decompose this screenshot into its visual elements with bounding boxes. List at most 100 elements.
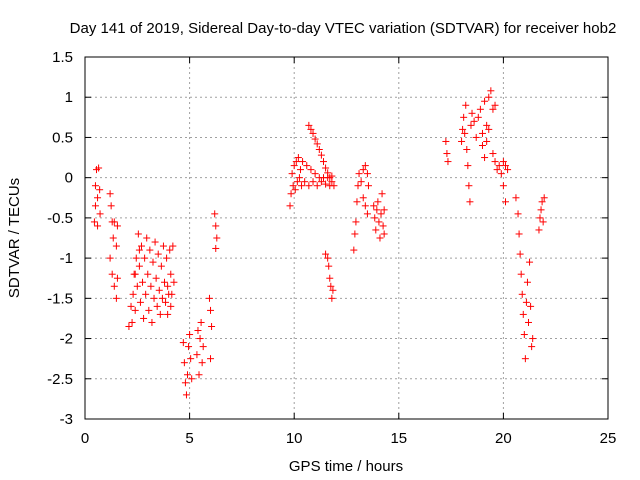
data-point [160,278,168,286]
data-point [156,310,164,318]
data-point [350,246,358,254]
data-point [476,105,484,113]
data-point [181,379,189,387]
data-point [468,109,476,117]
y-tick-label: -1 [60,250,73,267]
data-point [131,306,139,314]
data-point [299,158,307,166]
data-point [169,242,177,250]
data-point [184,371,192,379]
data-point [499,158,507,166]
data-point [351,230,359,238]
x-tick-label: 20 [495,430,512,447]
data-point [324,169,332,177]
data-point [182,391,190,399]
data-point [164,282,172,290]
data-point [163,254,171,262]
y-tick-label: 0.5 [52,129,73,146]
data-point [211,210,219,218]
data-point [155,286,163,294]
data-point [512,194,520,202]
data-point [353,198,361,206]
data-point [146,246,154,254]
data-point [315,146,323,154]
data-point [535,226,543,234]
data-point [499,182,507,190]
data-point [352,218,360,226]
data-point [309,129,317,137]
data-point [286,202,294,210]
data-point [485,125,493,133]
data-point [485,93,493,101]
data-point [301,178,309,186]
data-point [129,290,137,298]
data-point [326,174,334,182]
y-tick-label: -2.5 [47,371,73,388]
data-point [354,182,362,190]
data-point [461,129,469,137]
data-point [363,210,371,218]
chart-title: Day 141 of 2019, Sidereal Day-to-day VTE… [70,20,617,37]
data-point [325,262,333,270]
data-point [326,274,334,282]
data-point [305,121,313,129]
data-point [106,190,114,198]
data-point [319,158,327,166]
data-point [514,210,522,218]
data-point [135,262,143,270]
data-point [289,182,297,190]
y-tick-label: -2 [60,331,73,348]
data-point [187,355,195,363]
data-point [193,351,201,359]
data-point [311,170,319,178]
data-point [180,359,188,367]
data-point [112,242,120,250]
data-point [472,133,480,141]
x-axis-label: GPS time / hours [289,458,403,475]
data-point [194,327,202,335]
data-point [305,182,313,190]
data-point [91,202,99,210]
data-point [293,178,301,186]
data-point [357,178,365,186]
data-point [538,198,546,206]
data-point [519,310,527,318]
data-point [196,335,204,343]
data-point [199,343,207,351]
data-point [322,164,330,172]
data-point [372,226,380,234]
data-point [109,234,117,242]
data-point [516,250,524,258]
data-point [144,270,152,278]
data-point [95,164,103,172]
data-point [140,314,148,322]
data-point [96,210,104,218]
data-point [127,302,135,310]
data-point [212,222,220,230]
data-point [478,141,486,149]
data-point [493,166,501,174]
plot-frame [84,56,609,420]
grid [85,57,608,419]
data-point [371,214,379,222]
data-point [361,202,369,210]
data-point [522,298,530,306]
data-point [296,166,304,174]
data-point [495,162,503,170]
data-point [125,322,133,330]
data-point [150,294,158,302]
y-tick-label: -3 [60,411,73,428]
data-point [380,206,388,214]
x-tick-label: 25 [600,430,617,447]
data-point [188,375,196,383]
data-point [212,244,220,252]
y-tick-label: 1 [65,89,73,106]
data-point [134,230,142,238]
data-point [158,294,166,302]
data-point [537,206,545,214]
data-point [322,250,330,258]
data-point [523,278,531,286]
data-point [329,286,337,294]
data-point [303,162,311,170]
data-point [290,162,298,170]
